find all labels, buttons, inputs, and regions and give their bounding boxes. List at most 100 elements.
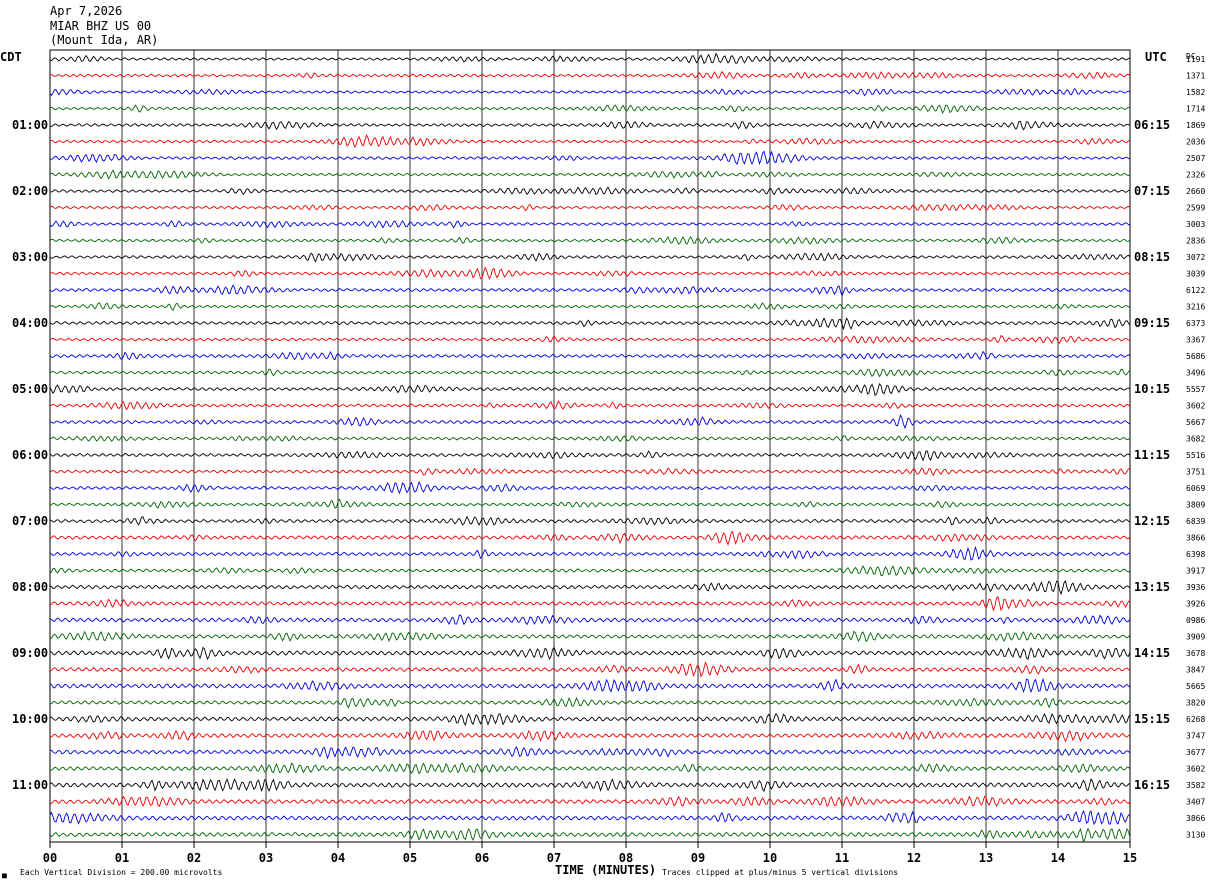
right-hour-label: 09:15 — [1134, 316, 1170, 330]
trace-group — [49, 52, 1131, 843]
trace-line — [49, 120, 1131, 131]
dc-offset-label: 6839 — [1186, 517, 1205, 526]
x-tick-label: 11 — [835, 851, 849, 865]
trace-line — [49, 661, 1131, 678]
x-tick-label: 08 — [619, 851, 633, 865]
x-tick-label: 07 — [547, 851, 561, 865]
dc-offset-label: 3072 — [1186, 253, 1205, 262]
time-grid — [49, 49, 1131, 848]
trace-line — [49, 236, 1131, 245]
dc-offset-label: 1582 — [1186, 88, 1205, 97]
left-hour-label: 04:00 — [12, 316, 48, 330]
dc-offset-label: 3909 — [1186, 633, 1205, 642]
trace-line — [49, 284, 1131, 297]
dc-offset-label: 6122 — [1186, 286, 1205, 295]
x-tick-label: 02 — [187, 851, 201, 865]
dc-offset-label: 3936 — [1186, 583, 1205, 592]
right-hour-label: 06:15 — [1134, 118, 1170, 132]
plot-frame — [49, 49, 1131, 843]
trace-line — [49, 530, 1131, 546]
left-hour-label: 07:00 — [12, 514, 48, 528]
dc-offset-label: 3917 — [1186, 567, 1205, 576]
trace-line — [49, 400, 1131, 411]
dc-offset-label: 3751 — [1186, 468, 1205, 477]
right-hour-label: 12:15 — [1134, 514, 1170, 528]
trace-line — [49, 697, 1131, 709]
dc-header-label: DC — [1186, 52, 1196, 61]
trace-line — [49, 450, 1131, 462]
trace-line — [49, 498, 1131, 509]
x-tick-label: 05 — [403, 851, 417, 865]
trace-line — [49, 169, 1131, 180]
x-tick-label: 09 — [691, 851, 705, 865]
dc-offset-label: 3003 — [1186, 220, 1205, 229]
trace-line — [49, 435, 1131, 443]
trace-line — [49, 266, 1131, 280]
trace-line — [49, 580, 1131, 596]
dc-offset-label: 3602 — [1186, 402, 1205, 411]
dc-offset-label: 6373 — [1186, 319, 1205, 328]
x-tick-label: 06 — [475, 851, 489, 865]
right-hour-label: 11:15 — [1134, 448, 1170, 462]
dc-offset-label: 3926 — [1186, 600, 1205, 609]
dc-offset-label: 2599 — [1186, 204, 1205, 213]
trace-line — [49, 614, 1131, 626]
dc-offset-label: 6398 — [1186, 550, 1205, 559]
left-hour-label: 10:00 — [12, 712, 48, 726]
dc-offset-label: 3847 — [1186, 666, 1205, 675]
left-hour-label: 06:00 — [12, 448, 48, 462]
trace-line — [49, 104, 1131, 114]
x-tick-label: 14 — [1051, 851, 1065, 865]
trace-line — [49, 350, 1131, 361]
station-label: MIAR BHZ US 00 — [50, 18, 152, 33]
right-hour-label: 16:15 — [1134, 778, 1170, 792]
right-hour-label: 15:15 — [1134, 712, 1170, 726]
right-hour-label: 14:15 — [1134, 646, 1170, 660]
left-hour-label: 03:00 — [12, 250, 48, 264]
dc-offset-label: 3216 — [1186, 303, 1205, 312]
dc-offset-label: 3820 — [1186, 699, 1205, 708]
dc-offset-label: 1371 — [1186, 72, 1205, 81]
trace-line — [49, 545, 1131, 561]
dc-offset-label: 3866 — [1186, 814, 1205, 823]
x-tick-label: 01 — [115, 851, 129, 865]
trace-line — [49, 564, 1131, 577]
right-hour-label: 10:15 — [1134, 382, 1170, 396]
dc-offset-label: 5516 — [1186, 451, 1205, 460]
dc-offset-label: 3602 — [1186, 765, 1205, 774]
trace-line — [49, 746, 1131, 760]
left-timezone-label: CDT — [0, 50, 22, 64]
left-hour-label: 11:00 — [12, 778, 48, 792]
trace-line — [49, 317, 1131, 331]
x-tick-label: 00 — [43, 851, 57, 865]
trace-line — [49, 712, 1131, 727]
dc-offset-label: 3677 — [1186, 748, 1205, 757]
dc-offset-label: 6268 — [1186, 715, 1205, 724]
trace-line — [49, 70, 1131, 80]
dc-offset-label: 1869 — [1186, 121, 1205, 130]
plot-header: Apr 7,2026 MIAR BHZ US 00 (Mount Ida, AR… — [50, 4, 158, 48]
left-hour-label: 05:00 — [12, 382, 48, 396]
trace-line — [49, 515, 1131, 526]
dc-offset-label: 3407 — [1186, 798, 1205, 807]
trace-line — [49, 809, 1131, 826]
trace-line — [49, 150, 1131, 166]
trace-line — [49, 480, 1131, 495]
trace-line — [49, 220, 1131, 229]
dc-offset-label: 5686 — [1186, 352, 1205, 361]
left-hour-label: 01:00 — [12, 118, 48, 132]
logo-mark: ■ — [2, 871, 7, 880]
dc-offset-label: 5667 — [1186, 418, 1205, 427]
left-hour-label: 02:00 — [12, 184, 48, 198]
left-hour-label: 09:00 — [12, 646, 48, 660]
trace-line — [49, 595, 1131, 612]
trace-line — [49, 677, 1131, 694]
clip-note: Traces clipped at plus/minus 5 vertical … — [662, 868, 898, 877]
scale-note: Each Vertical Division = 200.00 microvol… — [20, 868, 222, 877]
trace-line — [49, 87, 1131, 97]
x-tick-label: 04 — [331, 851, 345, 865]
trace-line — [49, 414, 1131, 430]
trace-line — [49, 52, 1131, 65]
dc-offset-label: 3367 — [1186, 336, 1205, 345]
trace-line — [49, 203, 1131, 212]
